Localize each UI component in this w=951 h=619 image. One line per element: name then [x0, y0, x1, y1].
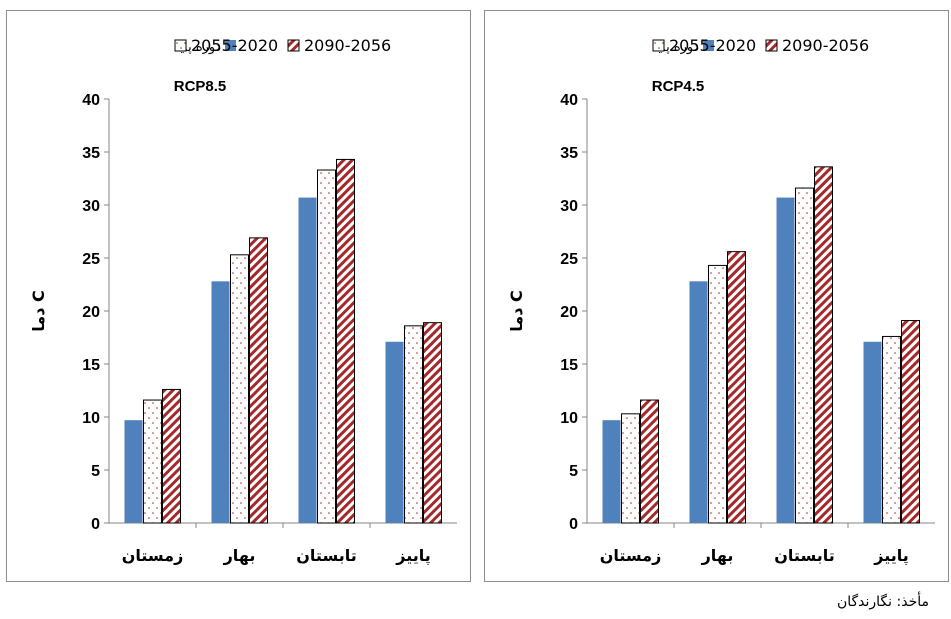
y-tick-label: 25: [82, 251, 100, 268]
legend-label: 2055-2020: [191, 36, 278, 55]
x-category-label: بهار: [701, 546, 734, 565]
legend-swatch-solid: [225, 40, 236, 51]
chart-title: RCP8.5: [174, 78, 227, 95]
bar-hatch: [423, 322, 442, 524]
y-tick-label: 5: [569, 463, 578, 480]
bar-solid: [863, 341, 882, 523]
legend-swatch-dots: [174, 39, 187, 52]
y-tick-label: 5: [91, 463, 100, 480]
legend-label: 2090-2056: [782, 36, 869, 55]
bar-hatch: [336, 158, 355, 524]
y-tick-label: 0: [91, 516, 100, 533]
y-axis-label: دما C: [29, 290, 48, 331]
y-tick-label: 30: [560, 198, 578, 215]
bar-dots: [882, 335, 901, 524]
y-tick-label: 35: [560, 145, 578, 162]
bar-hatch: [901, 320, 920, 524]
bar-dots: [708, 264, 727, 524]
bar-hatch: [727, 251, 746, 524]
y-tick-label: 0: [569, 516, 578, 533]
bar-hatch: [640, 399, 659, 524]
bar-solid: [776, 197, 795, 523]
y-tick-label: 40: [560, 92, 578, 109]
y-tick-label: 30: [82, 198, 100, 215]
x-category-label: تابستان: [296, 546, 357, 565]
legend-swatch-solid: [703, 40, 714, 51]
y-axis-label: دما C: [507, 290, 526, 331]
y-tick-label: 25: [560, 251, 578, 268]
y-tick-label: 35: [82, 145, 100, 162]
legend-swatch-hatch: [765, 39, 778, 52]
bar-solid: [124, 420, 143, 523]
bar-solid: [689, 281, 708, 523]
bar-hatch: [249, 237, 268, 524]
y-tick-label: 10: [560, 410, 578, 427]
bar-dots: [230, 254, 249, 524]
bar-dots: [621, 413, 640, 524]
bar-hatch: [162, 388, 181, 524]
bar-solid: [385, 341, 404, 523]
x-category-label: تابستان: [774, 546, 835, 565]
legend-swatch-hatch: [287, 39, 300, 52]
bar-solid: [298, 197, 317, 523]
x-category-label: زمستان: [122, 546, 184, 565]
bar-solid: [602, 420, 621, 523]
legend-label: 2055-2020: [669, 36, 756, 55]
y-tick-label: 20: [560, 304, 578, 321]
chart-title: RCP4.5: [652, 78, 705, 95]
y-tick-label: 40: [82, 92, 100, 109]
bar-dots: [795, 187, 814, 524]
bar-solid: [211, 281, 230, 523]
bar-dots: [404, 325, 423, 524]
x-category-label: زمستان: [600, 546, 662, 565]
legend-swatch-dots: [652, 39, 665, 52]
bar-dots: [317, 169, 336, 524]
y-tick-label: 20: [82, 304, 100, 321]
legend-label: 2090-2056: [304, 36, 391, 55]
x-category-label: بهار: [223, 546, 256, 565]
bar-hatch: [814, 166, 833, 524]
bar-dots: [143, 399, 162, 524]
y-tick-label: 15: [82, 357, 100, 374]
x-category-label: پاییز: [395, 546, 431, 566]
y-tick-label: 15: [560, 357, 578, 374]
source-caption: مأخذ: نگارندگان: [836, 594, 929, 610]
x-category-label: پاییز: [873, 546, 909, 566]
y-tick-label: 10: [82, 410, 100, 427]
